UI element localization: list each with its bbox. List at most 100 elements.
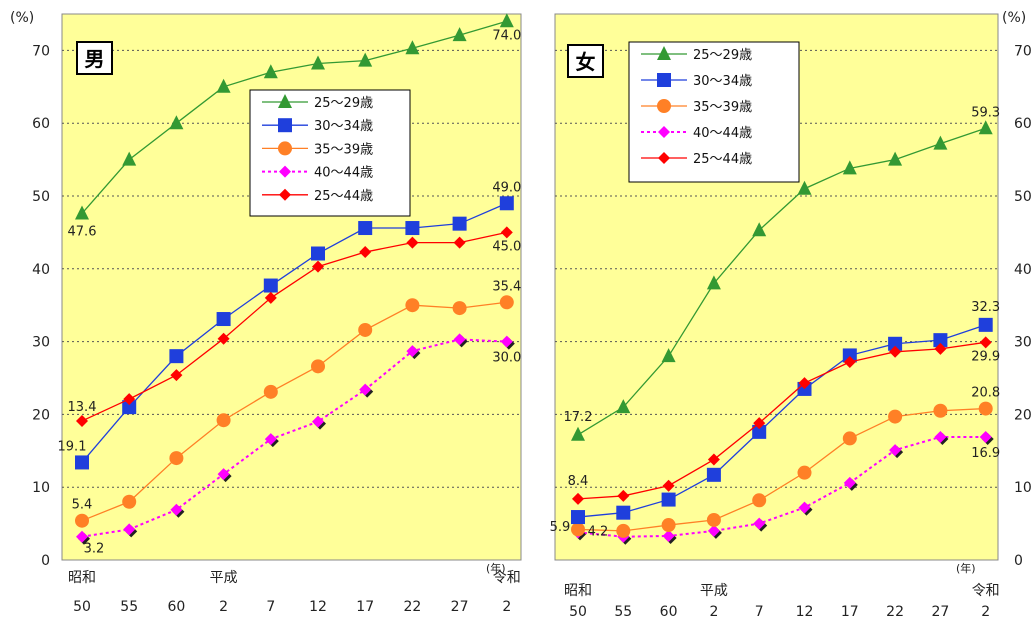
female-legend-marker — [658, 152, 670, 164]
female-data-point — [753, 417, 766, 430]
female-legend-label: 35～39歳 — [693, 100, 752, 115]
male-data-point — [311, 359, 325, 374]
male-data-label: 49.0 — [492, 180, 521, 195]
male-data-point — [123, 523, 136, 536]
female-data-point — [571, 522, 585, 537]
female-data-label: 29.9 — [971, 349, 1000, 364]
male-legend-label: 35～39歳 — [314, 142, 373, 157]
female-era-label: 令和 — [972, 583, 1000, 599]
female-x-tick-label: 2 — [981, 604, 990, 620]
male-legend-label: 25～44歳 — [314, 189, 373, 204]
female-data-point — [707, 524, 720, 537]
male-data-label: 35.4 — [492, 279, 521, 294]
male-data-point — [123, 393, 136, 406]
male-data-point — [311, 55, 325, 70]
male-data-point — [405, 298, 420, 313]
female-x-tick-label: 27 — [931, 604, 949, 620]
female-data-point — [843, 476, 856, 489]
male-data-point — [217, 468, 230, 481]
female-x-tick-label: 55 — [614, 604, 632, 620]
female-data-point — [979, 430, 992, 443]
male-data-label: 30.0 — [492, 351, 521, 366]
female-data-point — [571, 426, 585, 441]
male-era-label: 昭和 — [68, 570, 96, 586]
male-y-tick-label: 60 — [32, 116, 50, 132]
male-x-tick-label: 7 — [266, 599, 275, 615]
male-series-line — [81, 231, 507, 422]
female-legend-label: 25～29歳 — [693, 48, 752, 63]
male-data-label: 13.4 — [68, 400, 97, 415]
male-data-point — [452, 27, 467, 42]
male-data-point — [405, 40, 420, 55]
female-data-point — [616, 523, 631, 538]
male-legend-box — [249, 89, 411, 217]
female-sex-label-box: 女 — [567, 44, 604, 78]
male-data-point — [217, 332, 230, 345]
female-y-tick-label: 70 — [1014, 43, 1032, 59]
female-data-point — [843, 355, 856, 368]
female-data-point — [706, 467, 721, 482]
female-legend-marker — [657, 73, 671, 87]
female-data-label: 4.2 — [588, 524, 609, 539]
female-x-tick-label: 12 — [796, 604, 814, 620]
female-data-point — [661, 518, 676, 533]
male-x-tick-label: 55 — [120, 599, 138, 615]
female-data-label: 5.9 — [550, 520, 571, 535]
female-series-line — [577, 407, 986, 532]
female-data-point — [752, 222, 767, 237]
female-y-tick-label: 0 — [1014, 553, 1023, 569]
female-data-point — [888, 151, 903, 166]
male-data-point — [452, 216, 467, 231]
male-unit-label: (%) — [10, 10, 34, 26]
male-x-tick-label: 22 — [403, 599, 421, 615]
female-data-point — [798, 377, 811, 390]
female-legend-marker — [658, 126, 670, 138]
female-data-label: 17.2 — [564, 410, 593, 425]
female-data-point — [662, 529, 675, 542]
male-data-point — [359, 383, 372, 396]
male-data-label: 45.0 — [492, 239, 521, 254]
female-data-point — [888, 409, 903, 424]
female-legend-marker — [657, 46, 671, 60]
male-data-point — [500, 226, 513, 239]
male-series-line — [81, 202, 508, 463]
male-era-label: 平成 — [210, 570, 238, 586]
male-y-tick-label: 40 — [32, 262, 50, 278]
male-data-point — [264, 433, 277, 446]
male-data-point — [452, 301, 467, 316]
female-y-tick-label: 30 — [1014, 335, 1032, 351]
male-data-point — [169, 349, 184, 364]
male-data-point — [170, 369, 183, 382]
female-legend-label: 30～34歳 — [693, 74, 752, 89]
female-x-tick-label: 60 — [660, 604, 678, 620]
female-data-label: 20.8 — [971, 386, 1000, 401]
male-series-line — [81, 20, 507, 214]
female-sex-label: 女 — [576, 50, 596, 74]
female-data-point — [572, 492, 584, 505]
male-y-tick-label: 0 — [41, 553, 50, 569]
female-data-point — [933, 333, 948, 348]
male-data-point — [216, 312, 231, 327]
male-series-line — [81, 338, 507, 538]
female-series-line — [577, 324, 986, 518]
male-data-point — [358, 52, 373, 67]
male-legend-marker — [278, 141, 292, 156]
male-y-tick-label: 50 — [32, 189, 50, 205]
male-data-point — [122, 151, 137, 166]
female-legend: 25～29歳 30～34歳 35～39歳 40～44歳 25～44歳 — [628, 41, 800, 183]
female-data-point — [978, 317, 993, 332]
male-data-point — [312, 415, 324, 428]
female-data-point — [979, 336, 992, 349]
male-y-tick-label: 10 — [32, 480, 50, 496]
female-data-point — [798, 501, 811, 514]
male-data-point — [122, 494, 137, 509]
male-legend-marker — [279, 188, 291, 201]
male-y-tick-label: 20 — [32, 407, 50, 423]
female-data-point — [752, 493, 767, 508]
male-sex-label-box: 男 — [76, 41, 113, 75]
female-data-point — [616, 399, 631, 414]
male-data-point — [358, 322, 373, 337]
male-data-label: 5.4 — [72, 498, 93, 513]
female-era-label: 平成 — [700, 583, 728, 599]
female-x-tick-label: 50 — [569, 604, 587, 620]
